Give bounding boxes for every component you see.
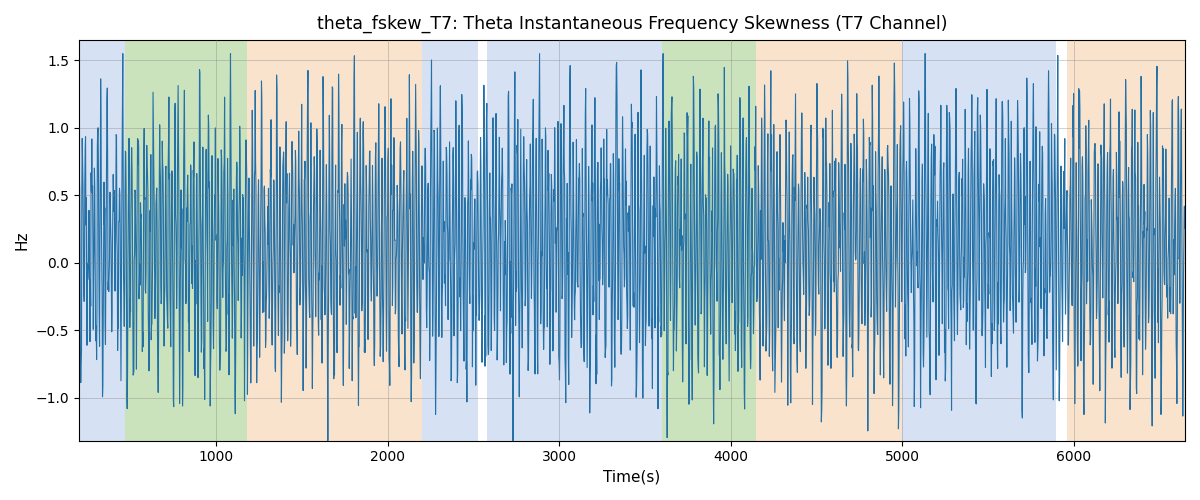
Bar [125, 40, 247, 440]
Y-axis label: Hz: Hz [14, 230, 30, 250]
Bar [247, 40, 422, 440]
Bar [662, 40, 756, 440]
Bar [479, 40, 487, 440]
X-axis label: Time(s): Time(s) [604, 470, 660, 485]
Bar [422, 40, 479, 440]
Bar [1056, 40, 1067, 440]
Bar [1067, 40, 1186, 440]
Title: theta_fskew_T7: Theta Instantaneous Frequency Skewness (T7 Channel): theta_fskew_T7: Theta Instantaneous Freq… [317, 15, 947, 34]
Bar [902, 40, 1056, 440]
Bar [487, 40, 662, 440]
Bar [79, 40, 125, 440]
Bar [756, 40, 902, 440]
